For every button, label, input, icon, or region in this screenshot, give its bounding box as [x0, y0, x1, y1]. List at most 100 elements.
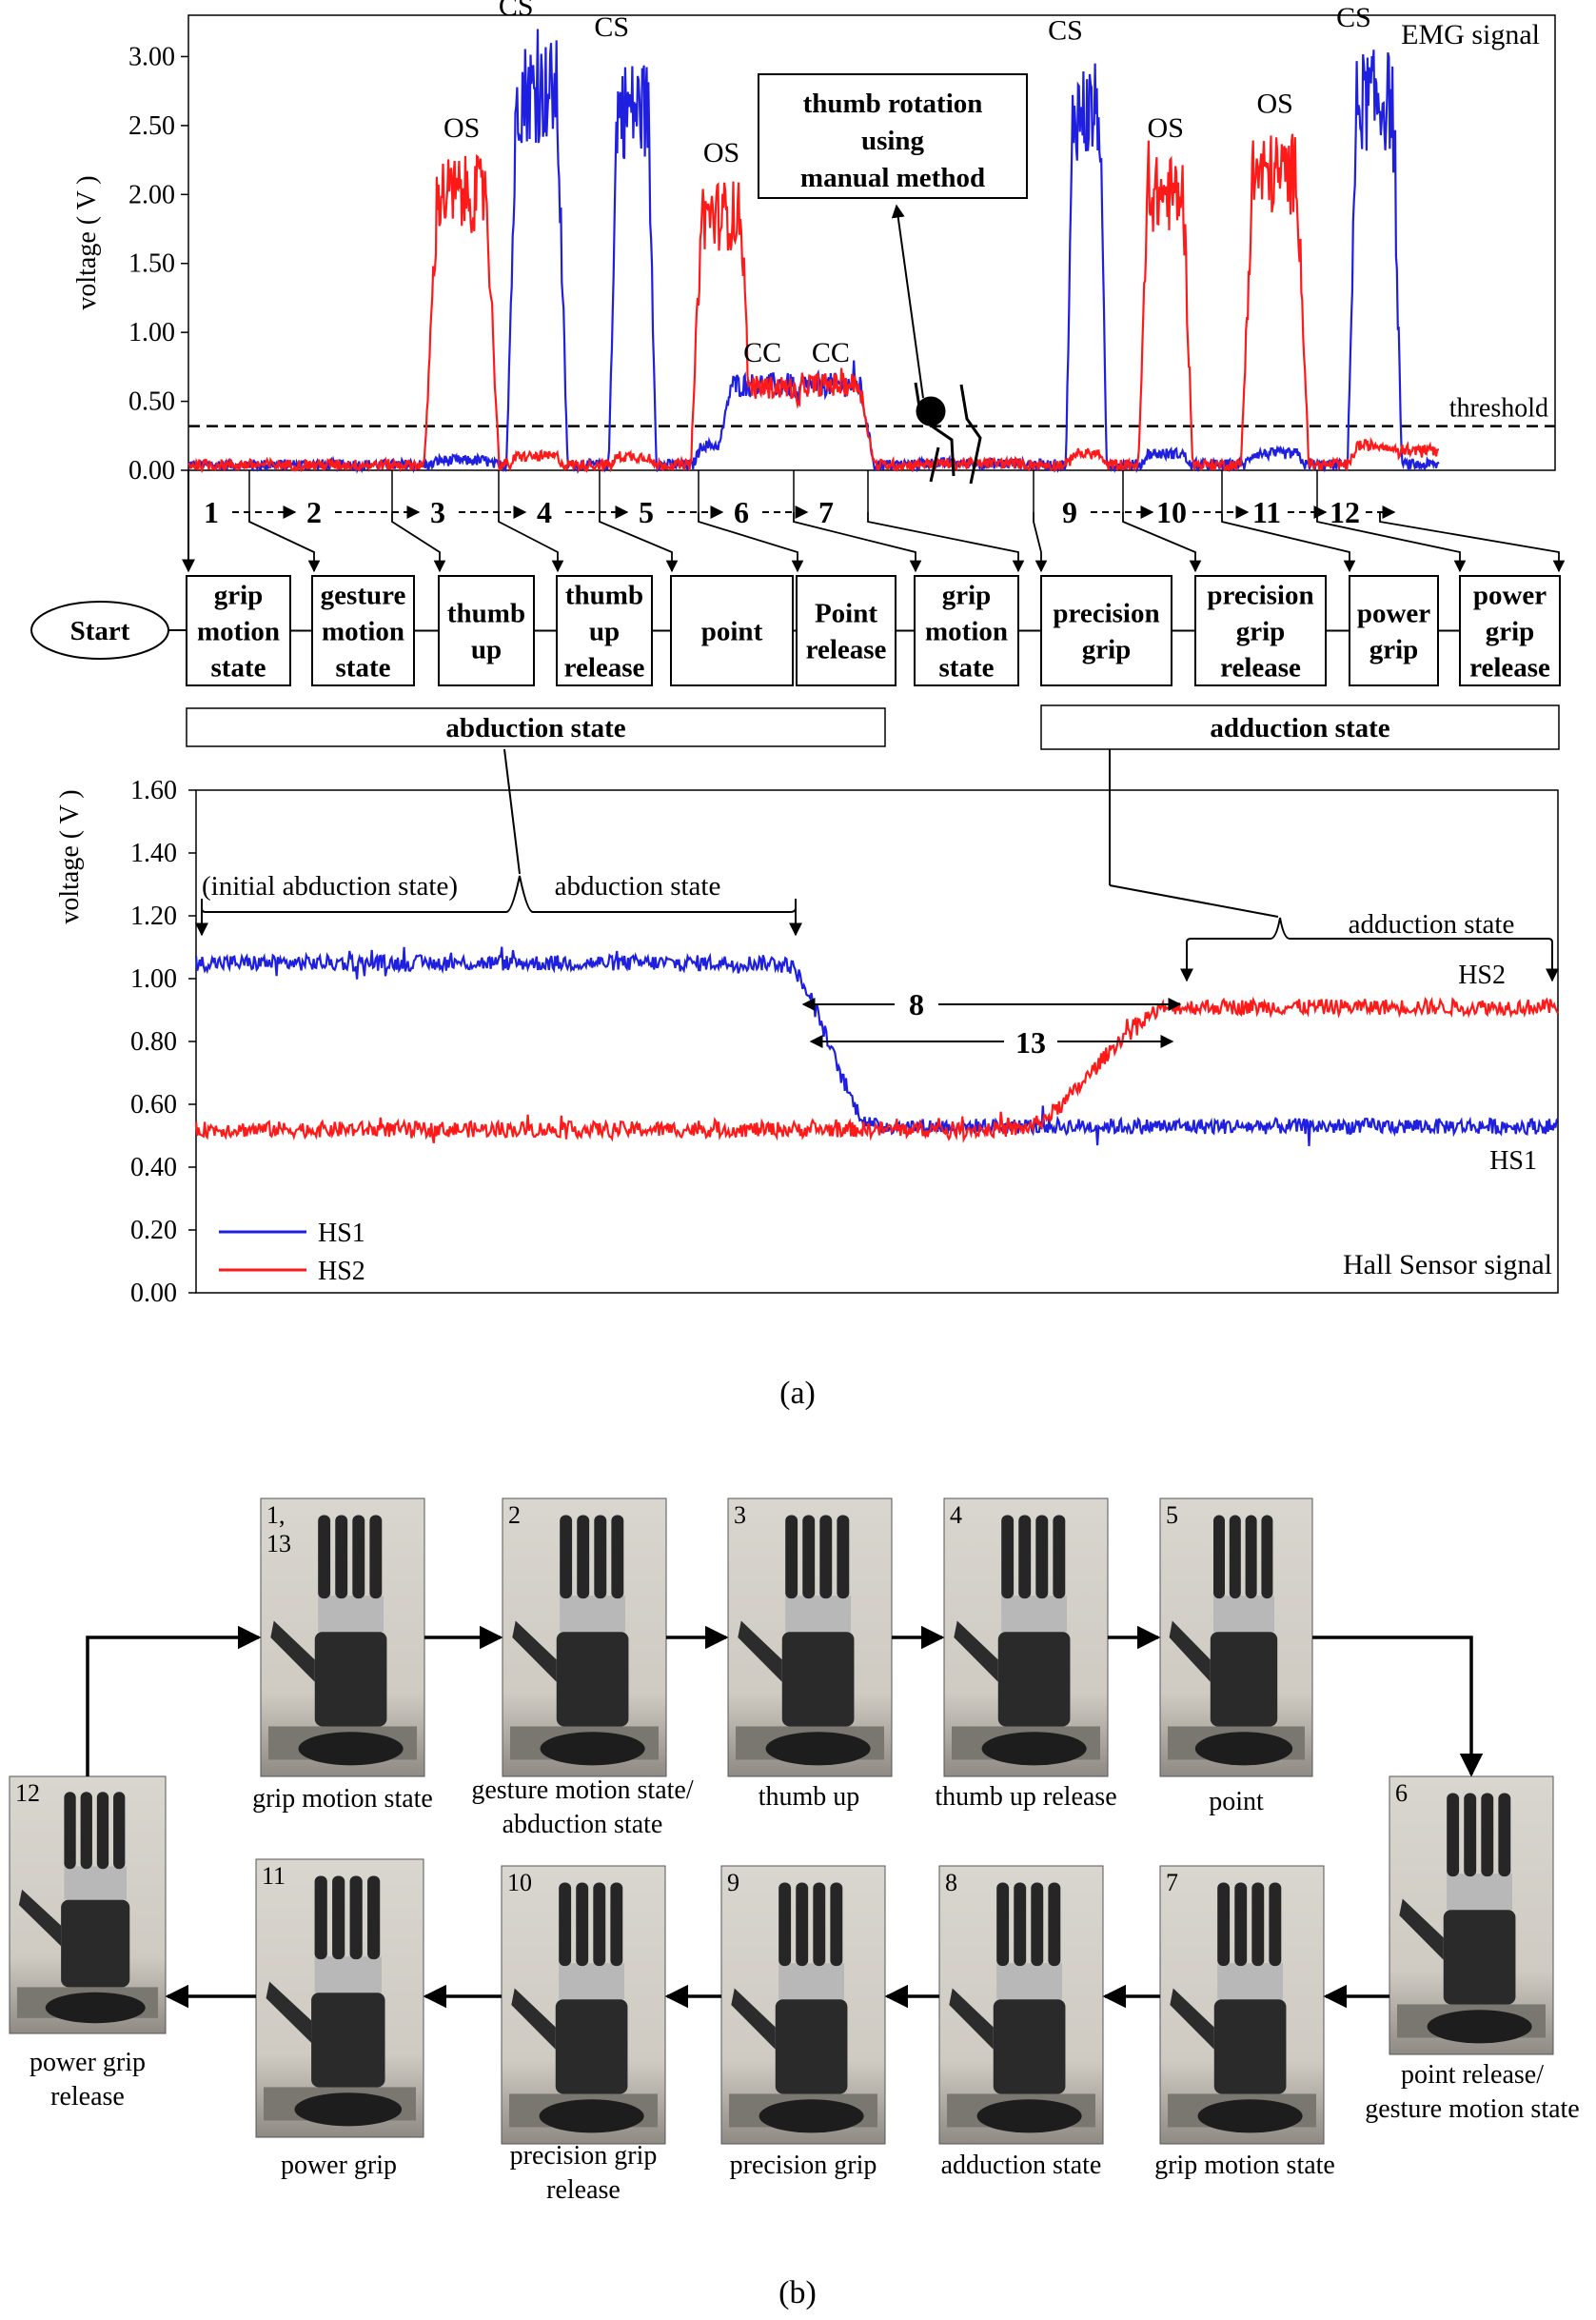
- emg-burst-label: OS: [1256, 89, 1292, 120]
- photo-caption: gesture motion state/: [471, 1775, 694, 1805]
- emg-y-tick-label: 1.00: [128, 318, 175, 347]
- sequence-number: 2: [306, 495, 322, 529]
- photo-sequence: 1,13 grip motion state 2 gesture motion sta…: [9, 1497, 1580, 2205]
- emg-y-tick-label: 2.50: [128, 111, 175, 141]
- emg-red-line: [187, 133, 1440, 474]
- abduction-bar: [186, 707, 886, 747]
- photo-caption: point release/: [1401, 2060, 1544, 2090]
- hs1-label: HS1: [1489, 1146, 1537, 1176]
- sequence-number: 9: [1062, 495, 1077, 529]
- robot-hand-icon: [736, 1515, 884, 1766]
- state-box: precision grip: [1040, 575, 1172, 686]
- sequence-number: 10: [1156, 495, 1187, 529]
- manual-method-line-2: using: [861, 126, 925, 156]
- emg-burst-label: OS: [1148, 112, 1184, 144]
- sequence-number: 12: [1330, 495, 1360, 529]
- state-box: thumb up: [438, 575, 535, 686]
- photo-caption: thumb up release: [935, 1782, 1116, 1812]
- phase-link: [391, 512, 446, 573]
- emg-plot-frame: [187, 14, 1556, 471]
- hand-photo: 1,13 grip motion state: [252, 1497, 433, 1814]
- photo-caption: grip motion state: [252, 1784, 433, 1814]
- emg-burst-label: OS: [703, 137, 739, 169]
- state-box-label: power: [1473, 581, 1547, 611]
- hand-photo: 3 thumb up: [727, 1497, 893, 1812]
- state-box: Point release: [796, 575, 897, 686]
- state-box-label: grip: [1082, 635, 1132, 665]
- state-box: power grip release: [1459, 575, 1561, 686]
- hand-photo: 2 gesture motion state/abduction state: [471, 1497, 694, 1839]
- manual-method-box: [758, 73, 1028, 199]
- hand-photo: 7 grip motion state: [1154, 1865, 1335, 2180]
- state-box-label: state: [211, 653, 266, 684]
- state-box-label: motion: [322, 617, 404, 647]
- hall-y-tick-label: 1.40: [130, 839, 177, 868]
- thumb-rotation-icon: [914, 382, 982, 485]
- emg-y-tick-label: 3.00: [128, 42, 175, 71]
- state-box-label: point: [701, 617, 763, 647]
- state-box-label: state: [939, 653, 995, 684]
- state-box-label: release: [1220, 653, 1301, 684]
- hall-y-tick-label: 0.80: [130, 1027, 177, 1057]
- state-box-label: power: [1357, 599, 1430, 629]
- sequence-number: 11: [1252, 495, 1281, 529]
- state-box-label: gesture: [321, 581, 406, 611]
- photo-number: 4: [950, 1501, 962, 1529]
- robot-hand-icon: [1397, 1793, 1546, 2044]
- emg-title: EMG signal: [1401, 19, 1540, 50]
- emg-burst-label: CS: [594, 11, 629, 43]
- state-box-label: thumb: [447, 599, 525, 629]
- state-box-label: grip: [1236, 617, 1286, 647]
- state-box: precision grip release: [1194, 575, 1327, 686]
- state-box-label: motion: [197, 617, 280, 647]
- hall-y-tick-label: 0.40: [130, 1153, 177, 1182]
- phase-link: [1316, 512, 1467, 573]
- hand-photo: 9 precision grip: [720, 1865, 886, 2180]
- photo-caption: abduction state: [502, 1810, 663, 1839]
- sequence-numbers: 1 2 3 4 5 6 7 9 10 11 12: [204, 495, 1360, 529]
- state-box-label: grip: [1486, 617, 1535, 647]
- adduction-brace: [1186, 917, 1553, 950]
- adduction-state-label: adduction state: [1349, 909, 1515, 940]
- photo-number: 10: [507, 1869, 532, 1896]
- photo-caption: release: [50, 2082, 125, 2112]
- threshold-label: threshold: [1449, 394, 1548, 424]
- hand-photo: 5 point: [1159, 1497, 1313, 1816]
- state-box-label: release: [564, 653, 645, 684]
- phase-link: [867, 512, 1025, 573]
- phase-link: [793, 512, 922, 573]
- initial-abduction-label: (initial abduction state): [202, 871, 458, 902]
- photo-caption: precision grip: [730, 2151, 877, 2180]
- phase-link: [248, 512, 321, 573]
- state-box-label: motion: [925, 617, 1008, 647]
- state-box-label: state: [336, 653, 391, 684]
- photo-arrows: [86, 1625, 1484, 2009]
- hall-hs1-line: [194, 946, 1559, 1147]
- photo-caption: gesture motion state: [1365, 2094, 1580, 2124]
- emg-y-tick-label: 1.50: [128, 249, 175, 279]
- robot-hand-icon: [264, 1875, 416, 2127]
- emg-series: [187, 29, 1440, 474]
- state-sequence: 1 2 3 4 5 6 7 9 10 11 12 Start gripmotionstategest…: [30, 470, 1566, 750]
- hall-hs2-line: [194, 996, 1559, 1144]
- panel-a-label: (a): [779, 1376, 816, 1411]
- hand-photo: 6 point release/gesture motion state: [1365, 1775, 1580, 2124]
- hall-y-tick-label: 1.20: [130, 902, 177, 931]
- phase-link: [1379, 512, 1566, 573]
- adduction-bar: [1040, 704, 1560, 750]
- robot-hand-icon: [952, 1515, 1100, 1766]
- transition-label-13-bg: [1004, 1024, 1057, 1059]
- transition-label-8: 8: [909, 987, 924, 1021]
- photo-caption: precision grip: [510, 2141, 658, 2171]
- hall-y-ticks: 0.00 0.20 0.40 0.60 0.80 1.00 1.20 1.40 1.60: [130, 776, 196, 1308]
- robot-hand-icon: [268, 1515, 417, 1766]
- photo-caption: thumb up: [759, 1782, 860, 1812]
- manual-method-line-3: manual method: [800, 163, 985, 193]
- sequence-number: 6: [734, 495, 749, 529]
- emg-burst-label: CC: [812, 337, 850, 368]
- sequence-number: 1: [204, 495, 219, 529]
- photo-caption: power grip: [281, 2151, 397, 2180]
- hand-photo: 4 thumb up release: [935, 1497, 1117, 1812]
- state-box: thumb up release: [556, 575, 653, 686]
